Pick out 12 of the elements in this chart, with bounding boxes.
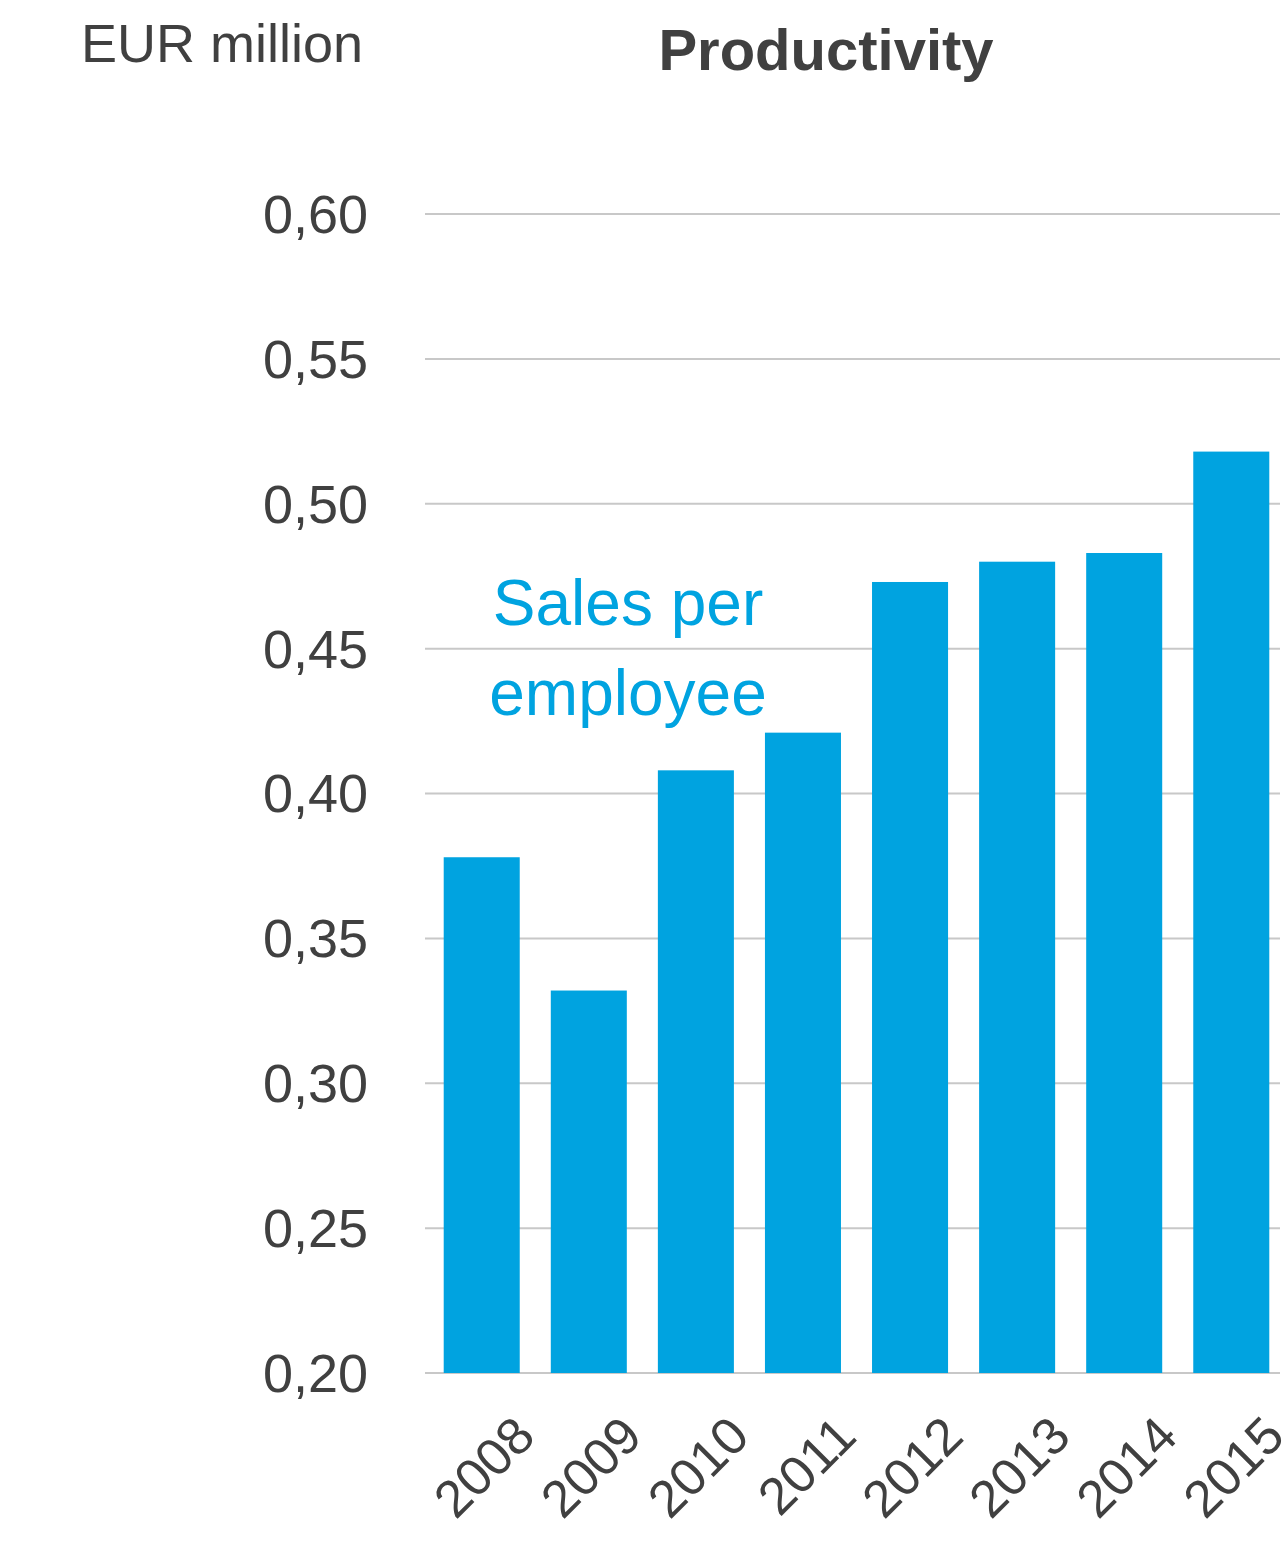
y-tick-label: 0,50 [262,473,368,534]
y-tick-label: 0,25 [262,1198,368,1259]
y-tick-label: 0,30 [262,1053,368,1114]
y-tick-label: 0,45 [262,618,368,679]
y-tick-label: 0,20 [262,1342,368,1403]
y-tick-label: 0,40 [262,763,368,824]
y-tick-label: 0,60 [262,183,368,244]
chart-title: Productivity [658,17,994,82]
y-tick-label: 0,55 [262,328,368,389]
series-label: Sales per employee [489,567,767,729]
y-axis-title: EUR million [80,13,364,73]
y-tick-label: 0,35 [262,908,368,969]
